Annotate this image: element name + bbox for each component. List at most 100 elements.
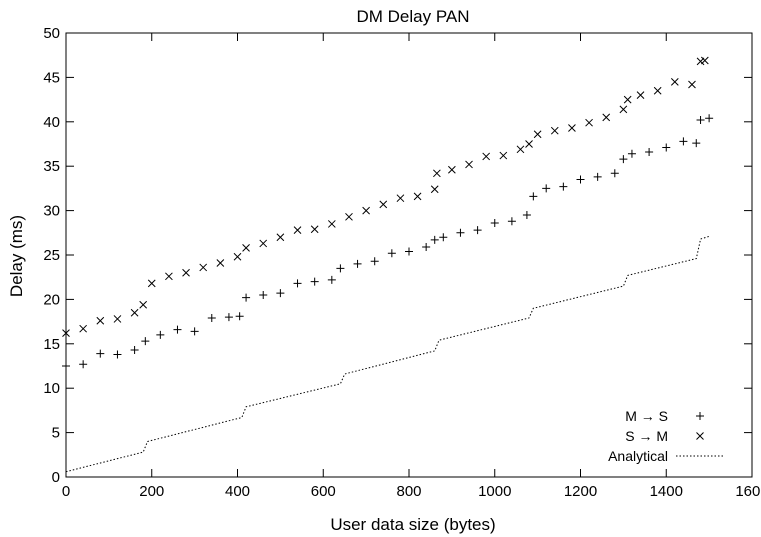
data-point-plus xyxy=(242,293,251,302)
data-point-plus xyxy=(610,169,619,178)
y-tick-label: 10 xyxy=(43,380,60,397)
data-point-cross xyxy=(379,200,388,209)
data-point-plus xyxy=(559,182,568,191)
data-point-cross xyxy=(636,91,645,100)
data-point-plus xyxy=(293,279,302,288)
data-point-plus xyxy=(405,247,413,256)
data-point-cross xyxy=(499,151,508,160)
data-point-cross xyxy=(619,105,628,114)
data-point-plus xyxy=(696,116,705,125)
y-tick-label: 0 xyxy=(52,469,60,486)
data-point-cross xyxy=(700,56,709,65)
data-point-plus xyxy=(224,313,233,322)
data-point-plus xyxy=(576,175,585,184)
data-point-plus xyxy=(439,233,448,242)
x-tick-label: 1000 xyxy=(478,483,511,500)
data-point-cross xyxy=(585,118,593,127)
series-2 xyxy=(65,235,710,473)
x-tick-label: 400 xyxy=(225,483,250,500)
data-point-cross xyxy=(310,225,319,234)
data-point-cross xyxy=(482,152,491,161)
x-tick-label: 200 xyxy=(139,483,164,500)
data-point-cross xyxy=(525,140,533,148)
data-point-cross xyxy=(602,113,611,122)
data-point-plus xyxy=(62,362,70,370)
data-point-plus xyxy=(430,235,439,244)
data-point-cross xyxy=(62,329,70,337)
y-tick-label: 30 xyxy=(43,203,60,220)
legend-label: S → M xyxy=(625,428,668,444)
data-point-plus xyxy=(542,184,551,193)
data-point-plus xyxy=(113,350,122,359)
legend-label: Analytical xyxy=(608,448,668,464)
data-point-plus xyxy=(235,312,244,321)
data-point-plus xyxy=(473,226,482,235)
data-point-plus xyxy=(370,257,379,266)
data-point-plus xyxy=(276,289,285,298)
series-layer xyxy=(62,56,714,473)
data-point-cross xyxy=(233,252,242,261)
series-0 xyxy=(62,114,714,370)
data-point-plus xyxy=(627,149,636,158)
data-point-cross xyxy=(396,194,405,203)
data-point-cross xyxy=(327,220,336,228)
y-axis-label: Delay (ms) xyxy=(7,215,26,297)
data-point-cross xyxy=(79,324,88,333)
data-point-plus xyxy=(692,139,701,148)
data-point-cross xyxy=(182,268,190,277)
data-point-plus xyxy=(96,349,105,358)
data-point-cross xyxy=(216,259,225,267)
data-point-plus xyxy=(645,147,654,156)
data-point-cross xyxy=(448,165,456,174)
data-point-cross xyxy=(362,206,370,215)
data-point-cross xyxy=(516,145,525,154)
data-point-plus xyxy=(490,219,499,228)
data-point-cross xyxy=(345,212,353,221)
data-point-cross xyxy=(96,316,105,325)
data-point-cross xyxy=(430,185,439,194)
data-point-plus xyxy=(662,143,671,152)
y-tick-label: 5 xyxy=(52,425,60,442)
legend-marker-cross xyxy=(696,432,704,440)
data-point-cross xyxy=(139,300,148,309)
data-point-cross xyxy=(242,244,250,252)
x-tick-label: 1400 xyxy=(650,483,683,500)
data-point-cross xyxy=(433,169,441,178)
data-point-plus xyxy=(141,337,150,346)
data-point-plus xyxy=(387,249,396,258)
data-point-cross xyxy=(293,226,302,234)
x-tick-label: 1200 xyxy=(564,483,597,500)
legend-label: M → S xyxy=(625,408,668,424)
legend: M → S S → M Analytical xyxy=(608,408,724,464)
data-point-cross xyxy=(688,80,696,89)
y-tick-label: 50 xyxy=(43,25,60,42)
data-point-plus xyxy=(522,211,531,220)
data-point-plus xyxy=(130,346,139,355)
series-1 xyxy=(62,56,709,337)
x-tick-label: 0 xyxy=(62,483,70,500)
data-point-plus xyxy=(190,327,199,336)
chart-title: DM Delay PAN xyxy=(356,7,469,26)
y-tick-label: 15 xyxy=(43,336,60,353)
data-point-cross xyxy=(130,308,139,317)
data-point-plus xyxy=(207,314,216,323)
data-point-plus xyxy=(679,137,688,146)
data-point-plus xyxy=(336,264,345,273)
data-point-plus xyxy=(619,155,628,164)
y-tick-label: 40 xyxy=(43,114,60,131)
y-tick-label: 25 xyxy=(43,247,60,264)
data-point-plus xyxy=(327,275,336,284)
data-point-plus xyxy=(156,330,165,339)
x-tick-label: 800 xyxy=(396,483,421,500)
x-tick-label: 600 xyxy=(311,483,336,500)
data-point-cross xyxy=(199,263,208,272)
data-point-cross xyxy=(568,124,576,132)
data-point-cross xyxy=(653,86,662,95)
legend-marker-plus xyxy=(696,412,704,420)
data-point-cross xyxy=(276,233,285,242)
data-point-plus xyxy=(259,290,268,299)
data-point-cross xyxy=(533,130,542,139)
data-point-plus xyxy=(422,243,431,252)
